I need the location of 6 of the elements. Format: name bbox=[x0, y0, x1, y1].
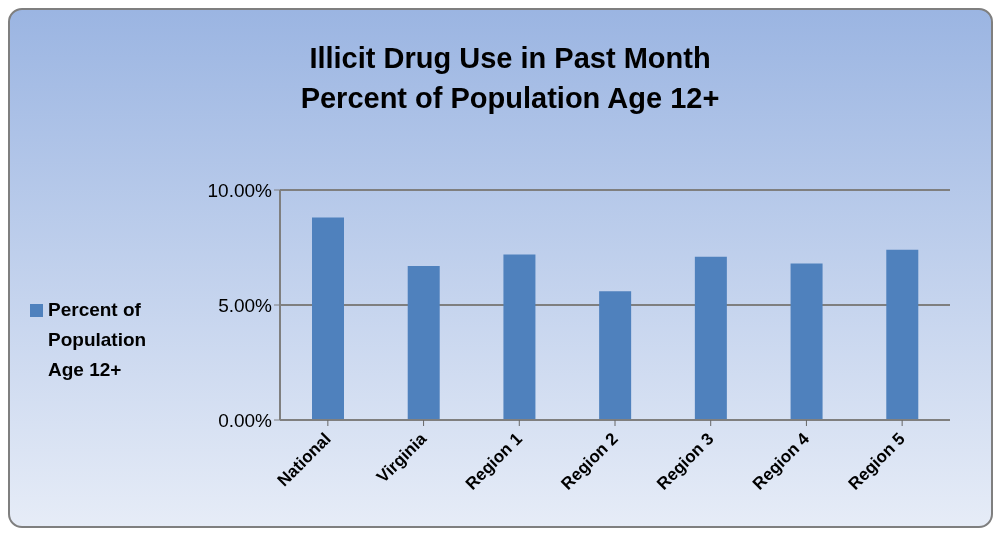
y-tick-label: 0.00% bbox=[218, 409, 273, 431]
y-tick-label: 10.00% bbox=[207, 179, 273, 201]
y-tick-label: 5.00% bbox=[218, 294, 273, 316]
chart-title: Illicit Drug Use in Past Month bbox=[308, 41, 712, 76]
chart-subtitle: Percent of Population Age 12+ bbox=[299, 81, 721, 116]
legend-label: Percent of Population Age 12+ bbox=[48, 298, 148, 382]
